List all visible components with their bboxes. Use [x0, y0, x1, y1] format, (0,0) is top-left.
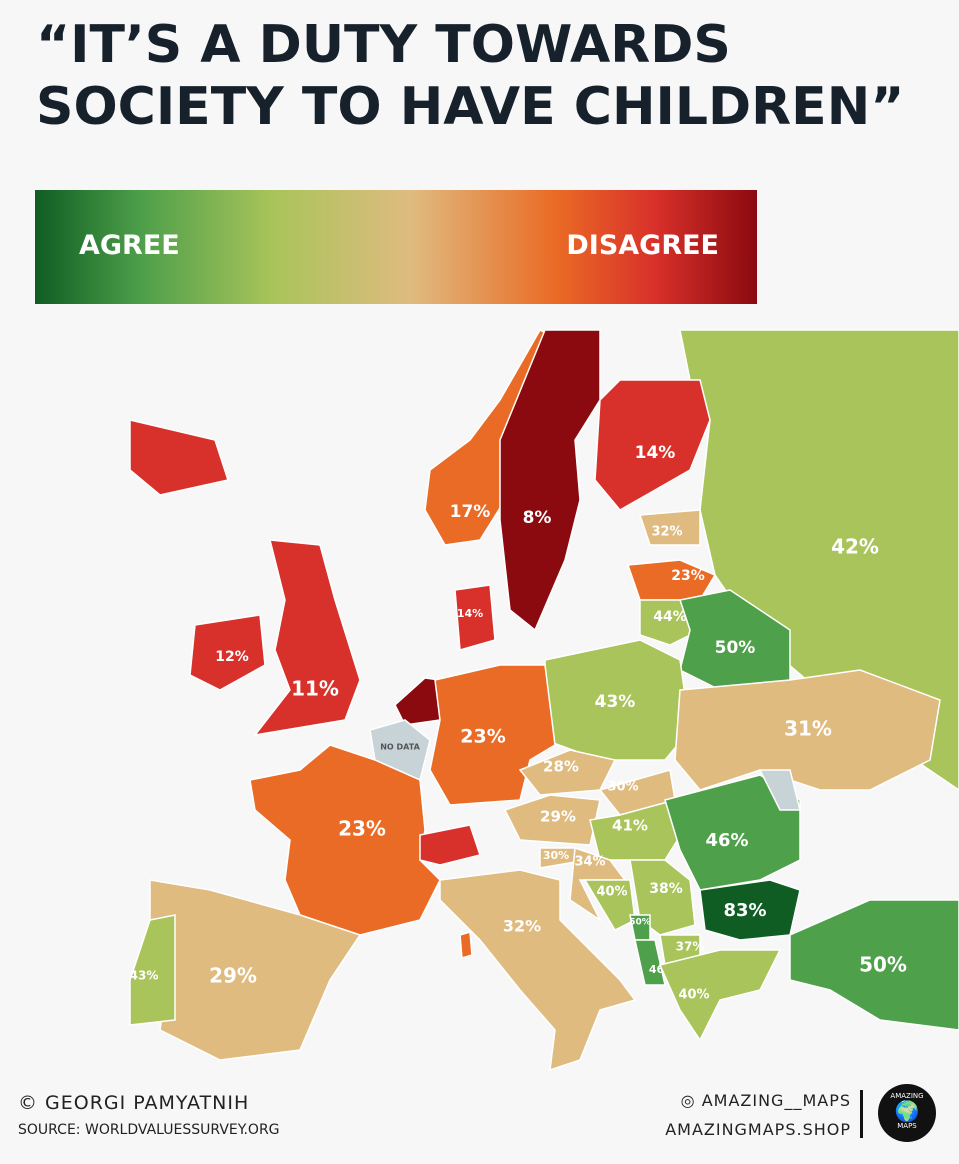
value-label-portugal: 43% — [130, 969, 159, 983]
value-label-serbia: 38% — [649, 881, 683, 897]
value-label-uk: 11% — [291, 677, 339, 701]
shop-link[interactable]: AMAZINGMAPS.SHOP — [665, 1120, 851, 1139]
region-ireland — [189, 614, 266, 691]
value-label-norway: 17% — [450, 502, 491, 522]
value-label-poland: 43% — [595, 692, 636, 712]
logo-text-bottom: MAPS — [897, 1122, 917, 1130]
value-label-romania: 46% — [705, 830, 748, 851]
value-label-austria: 29% — [540, 808, 576, 826]
region-sweden — [499, 329, 601, 632]
legend-disagree-label: DISAGREE — [566, 230, 719, 261]
instagram-handle: ◎ AMAZING__MAPS — [681, 1091, 851, 1110]
value-label-lithuania: 44% — [653, 609, 687, 625]
instagram-icon: ◎ — [680, 1091, 702, 1110]
value-label-belarus: 50% — [715, 638, 756, 658]
region-denmark — [454, 584, 496, 651]
value-label-greece: 40% — [678, 988, 709, 1003]
value-label-estonia: 32% — [651, 525, 682, 540]
region-corsica — [459, 931, 473, 959]
value-label-spain: 29% — [209, 964, 257, 988]
value-label-turkey: 50% — [859, 953, 907, 977]
title-line-2: SOCIETY TO HAVE CHILDREN” — [36, 77, 905, 137]
value-label-sweden: 8% — [523, 508, 552, 528]
value-label-denmark: 14% — [457, 607, 483, 620]
value-label-slovakia: 30% — [607, 780, 638, 795]
region-albania — [634, 939, 666, 986]
region-iceland — [129, 419, 229, 496]
region-netherlands — [394, 677, 441, 726]
instagram-handle-text: AMAZING__MAPS — [701, 1091, 851, 1110]
region-latvia — [626, 559, 717, 601]
region-croatia — [569, 846, 627, 923]
value-label-france: 23% — [338, 817, 386, 841]
value-label-italy: 32% — [503, 917, 541, 936]
author-credit: © GEORGI PAMYATNIH — [18, 1092, 250, 1114]
region-ukraine — [674, 669, 941, 791]
region-italy — [439, 869, 637, 1072]
value-label-germany: 23% — [460, 726, 505, 748]
legend-agree-label: AGREE — [79, 230, 180, 261]
value-label-czechia: 28% — [543, 758, 579, 776]
value-label-russia: 42% — [831, 535, 879, 559]
value-label-croatia: 34% — [574, 855, 605, 870]
value-label-finland: 14% — [635, 443, 676, 463]
region-switzerland — [419, 824, 481, 866]
region-uk — [253, 539, 361, 737]
value-label-montenegro: 50% — [629, 918, 651, 928]
value-label-belgium: NO DATA — [380, 743, 420, 752]
region-finland — [594, 379, 711, 511]
region-moldova — [758, 769, 801, 811]
logo-text-top: AMAZING — [890, 1092, 924, 1100]
amazing-maps-logo: AMAZING 🌍 MAPS — [878, 1084, 936, 1142]
globe-icon: 🌍 — [894, 1099, 920, 1123]
value-label-bulgaria: 83% — [723, 900, 766, 921]
region-belgium — [369, 719, 431, 782]
value-label-ireland: 12% — [215, 649, 249, 665]
value-label-latvia: 23% — [671, 568, 705, 584]
value-label-slovenia: 30% — [543, 849, 569, 862]
source-text: SOURCE: WORLDVALUESSURVEY.ORG — [18, 1122, 280, 1138]
value-label-north-macedonia: 37% — [676, 940, 705, 954]
title-line-1: “IT’S A DUTY TOWARDS — [36, 15, 731, 75]
value-label-bosnia: 40% — [596, 885, 627, 900]
value-label-ukraine: 31% — [784, 717, 832, 741]
color-legend: AGREE DISAGREE — [35, 190, 757, 304]
region-estonia — [638, 509, 701, 546]
map-title: “IT’S A DUTY TOWARDS SOCIETY TO HAVE CHI… — [36, 14, 904, 138]
region-czechia — [518, 749, 617, 796]
region-turkey — [789, 899, 959, 1031]
footer-divider — [860, 1090, 863, 1138]
value-label-hungary: 41% — [612, 817, 648, 835]
region-greece — [658, 949, 782, 1042]
region-portugal — [129, 914, 176, 1026]
